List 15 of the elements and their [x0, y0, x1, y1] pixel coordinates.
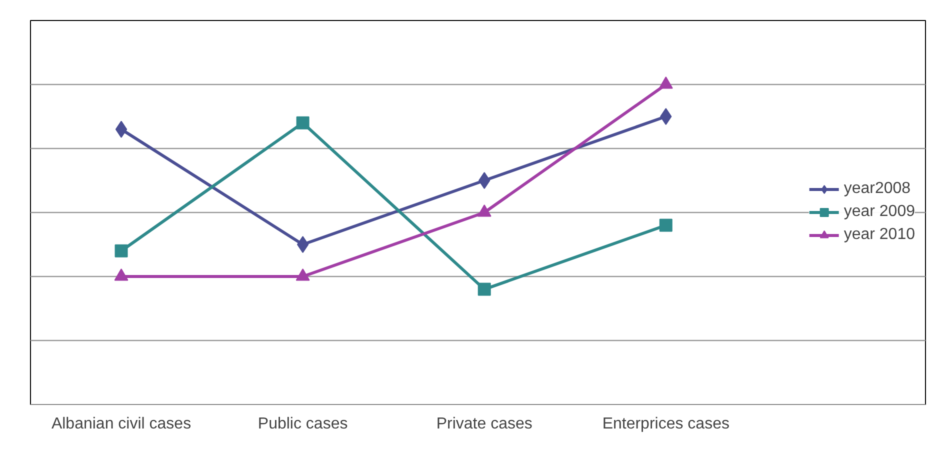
point	[478, 172, 490, 189]
x-tick-label: Enterprices cases	[602, 416, 730, 432]
point	[660, 108, 672, 125]
point	[296, 236, 309, 253]
legend-label: year 2010	[844, 226, 915, 244]
point	[296, 116, 310, 130]
point	[114, 244, 128, 258]
point	[659, 218, 672, 232]
x-tick-label: Private cases	[436, 416, 532, 432]
x-tick-label: Albanian civil cases	[51, 416, 192, 432]
legend-label: year 2009	[844, 203, 915, 221]
x-tick-label: Public cases	[258, 416, 348, 432]
point	[115, 120, 128, 138]
legend-label: year2008	[844, 180, 911, 198]
point	[478, 282, 491, 296]
